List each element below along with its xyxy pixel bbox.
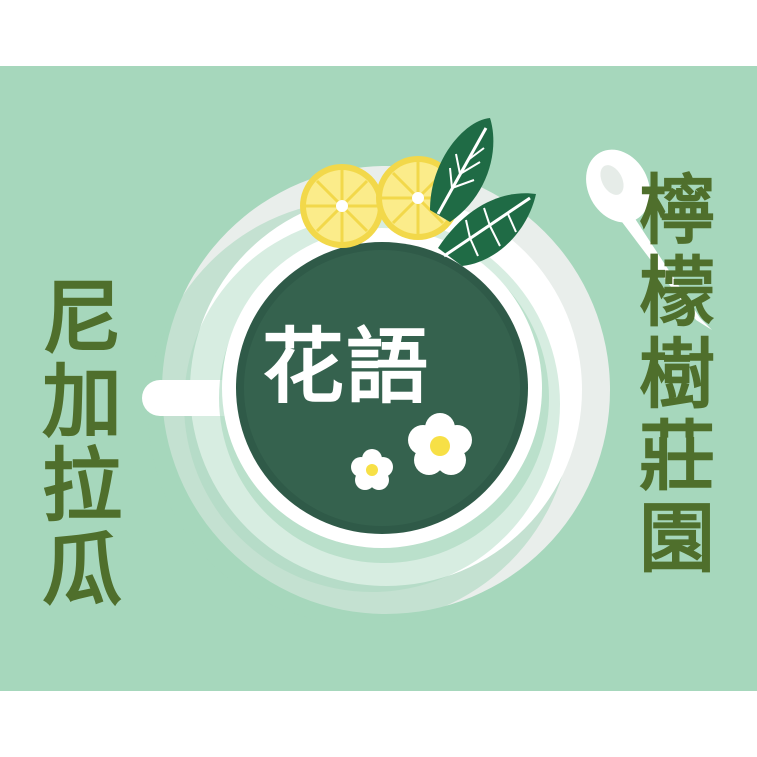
spoon-icon (586, 149, 712, 330)
flower-icon (351, 413, 472, 490)
right-vertical-text: 檸檬樹莊園 (626, 170, 715, 580)
center-title: 花語 (262, 319, 431, 415)
left-vertical-text: 尼加拉瓜 (29, 275, 123, 611)
leaf-icon (430, 118, 536, 266)
